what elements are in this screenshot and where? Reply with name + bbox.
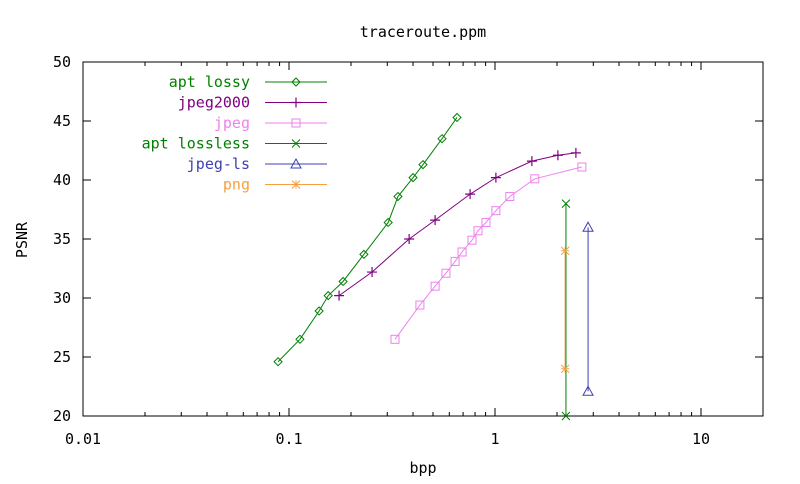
square-marker: [441, 268, 451, 278]
x-tick-label: 10: [692, 430, 710, 448]
diamond-marker: [418, 159, 428, 170]
legend-label: apt lossy: [169, 73, 250, 91]
square-marker: [430, 281, 440, 291]
square-marker: [291, 118, 301, 128]
y-tick-label: 20: [53, 407, 71, 425]
square-marker: [467, 235, 477, 245]
cross-marker: [561, 411, 571, 421]
series-jpeg-ls: [582, 221, 594, 396]
plus-marker: [552, 150, 563, 161]
square-marker: [481, 217, 491, 227]
square-marker: [473, 226, 483, 236]
y-axis-label: PSNR: [13, 221, 31, 258]
square-marker: [530, 174, 540, 184]
legend-item-jpeg-ls: jpeg-ls: [187, 155, 327, 173]
cross-marker: [291, 139, 301, 148]
series-layer: [273, 112, 594, 421]
series-line: [338, 152, 576, 297]
legend-label: apt lossless: [142, 135, 250, 153]
y-tick-label: 30: [53, 289, 71, 307]
diamond-marker: [408, 172, 418, 183]
plus-marker: [367, 267, 378, 278]
legend-label: jpeg-ls: [187, 155, 250, 173]
triangle-marker: [582, 221, 594, 232]
plus-marker: [526, 156, 537, 167]
plus-marker: [570, 147, 581, 158]
y-tick-label: 25: [53, 348, 71, 366]
plus-marker: [430, 215, 441, 226]
legend: apt lossy jpeg2000 jpeg apt lossless jpeg-ls…: [142, 73, 327, 194]
legend-label: jpeg2000: [178, 94, 250, 112]
square-marker: [505, 192, 515, 202]
y-tick-label: 50: [53, 53, 71, 71]
y-tick-label: 40: [53, 171, 71, 189]
star-marker: [560, 246, 570, 256]
series-line: [277, 117, 458, 363]
cross-marker: [561, 199, 571, 208]
series-png: [560, 246, 570, 374]
x-tick-label: 0.01: [65, 430, 101, 448]
series-jpeg: [390, 162, 587, 344]
plus-marker: [465, 189, 476, 200]
square-marker: [457, 247, 467, 257]
diamond-marker: [323, 290, 333, 301]
square-marker: [577, 162, 587, 172]
star-marker: [560, 364, 570, 374]
diamond-marker: [338, 276, 348, 287]
diamond-marker: [291, 77, 301, 87]
legend-item-jpeg2000: jpeg2000: [178, 94, 327, 112]
legend-item-apt-lossy: apt lossy: [169, 73, 327, 91]
diamond-marker: [314, 306, 324, 316]
plus-marker: [490, 172, 501, 183]
plus-marker: [334, 290, 345, 301]
series-jpeg2000: [334, 147, 581, 301]
square-marker: [450, 256, 460, 266]
x-axis-label: bpp: [409, 459, 436, 477]
square-marker: [491, 206, 501, 216]
diamond-marker: [295, 334, 305, 345]
legend-item-jpeg: jpeg: [214, 114, 327, 132]
diamond-marker: [359, 249, 369, 260]
square-marker: [390, 334, 400, 344]
legend-label: png: [223, 176, 250, 194]
star-marker: [291, 180, 301, 189]
diamond-marker: [273, 357, 283, 367]
square-marker: [415, 300, 425, 310]
series-apt-lossless: [561, 199, 571, 421]
plus-marker: [404, 234, 415, 244]
triangle-marker: [582, 385, 594, 396]
diamond-marker: [383, 217, 393, 228]
legend-item-apt-lossless: apt lossless: [142, 135, 327, 153]
axes: 20 25 30 35 40 45 50 0.01 0.1 1 10: [53, 53, 764, 448]
diamond-marker: [452, 112, 462, 123]
plot-frame: [82, 61, 764, 417]
series-line: [394, 166, 582, 340]
series-apt-lossy: [273, 112, 462, 367]
y-tick-label: 45: [53, 112, 71, 130]
triangle-marker: [290, 157, 302, 169]
plus-marker: [291, 97, 301, 108]
y-tick-label: 35: [53, 230, 71, 248]
legend-label: jpeg: [214, 114, 250, 132]
legend-item-png: png: [223, 176, 327, 194]
diamond-marker: [393, 191, 403, 202]
x-tick-label: 1: [490, 430, 499, 448]
diamond-marker: [437, 133, 447, 144]
x-tick-label: 0.1: [275, 430, 302, 448]
chart-title: traceroute.ppm: [360, 23, 486, 41]
